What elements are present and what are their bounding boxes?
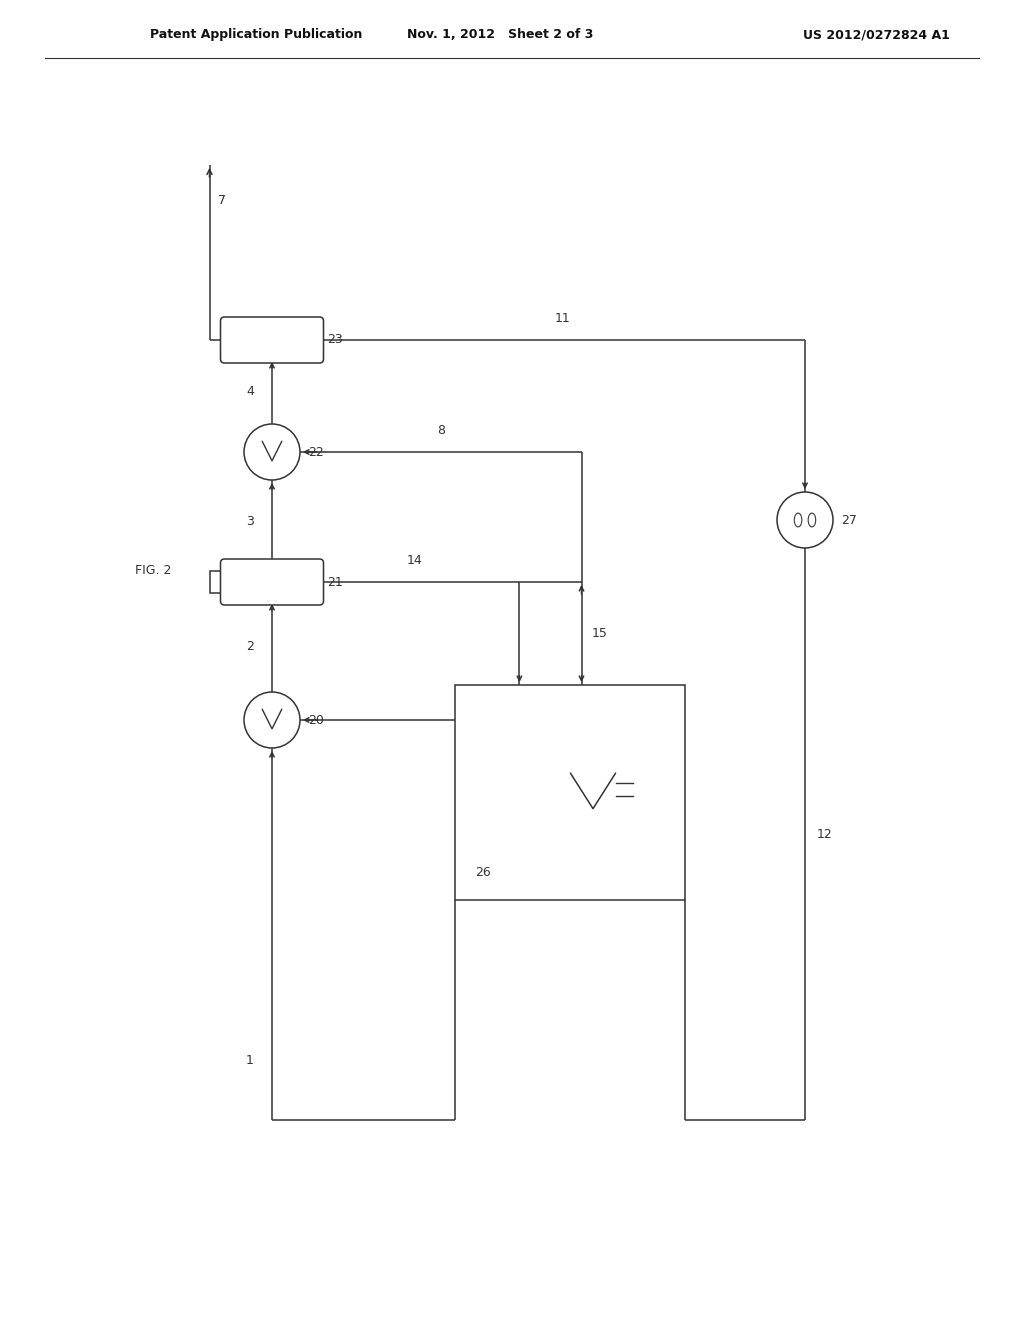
Text: 21: 21 — [328, 576, 343, 589]
Text: US 2012/0272824 A1: US 2012/0272824 A1 — [803, 28, 950, 41]
Text: 4: 4 — [246, 385, 254, 399]
FancyBboxPatch shape — [220, 317, 324, 363]
Text: FIG. 2: FIG. 2 — [135, 564, 171, 577]
Text: 12: 12 — [817, 828, 833, 841]
Bar — [455, 685, 685, 900]
FancyBboxPatch shape — [220, 558, 324, 605]
Text: 14: 14 — [407, 554, 422, 568]
Text: Nov. 1, 2012   Sheet 2 of 3: Nov. 1, 2012 Sheet 2 of 3 — [407, 28, 593, 41]
Circle shape — [777, 492, 833, 548]
Text: 11: 11 — [554, 312, 570, 325]
Ellipse shape — [795, 513, 802, 527]
Text: 7: 7 — [217, 194, 225, 206]
Text: Patent Application Publication: Patent Application Publication — [150, 28, 362, 41]
Text: 27: 27 — [841, 513, 857, 527]
Circle shape — [244, 692, 300, 748]
Bar — [210, 572, 224, 593]
Text: 2: 2 — [246, 640, 254, 653]
Text: 1: 1 — [246, 1053, 254, 1067]
Text: 3: 3 — [246, 515, 254, 528]
Text: 15: 15 — [592, 627, 607, 640]
Text: 20: 20 — [308, 714, 324, 726]
Ellipse shape — [808, 513, 816, 527]
Text: 23: 23 — [328, 334, 343, 346]
Circle shape — [244, 424, 300, 480]
Text: 22: 22 — [308, 446, 324, 458]
Text: 8: 8 — [437, 424, 444, 437]
Text: 26: 26 — [475, 866, 490, 879]
